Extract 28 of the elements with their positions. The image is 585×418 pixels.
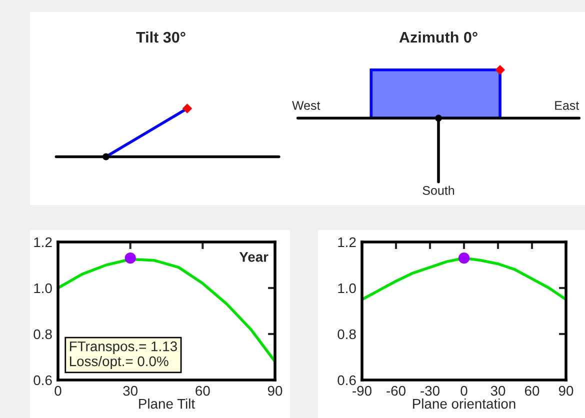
text: Tilt 30° (136, 31, 186, 43)
text: East (555, 101, 580, 110)
x-axis-title: Plane orientation (413, 398, 516, 409)
y-tick-label: 0.8 (34, 329, 52, 340)
y-tick-label: 1.0 (34, 283, 52, 294)
x-tick-label: 30 (123, 386, 138, 396)
annotation: Year (239, 252, 268, 262)
text: West (292, 101, 320, 110)
x-tick-label: 90 (268, 386, 282, 396)
y-tick-label: 1.2 (34, 237, 52, 248)
x-tick-label: 30 (490, 386, 506, 396)
x-tick-label: -60 (386, 386, 406, 396)
y-tick-label: 0.8 (338, 329, 356, 340)
y-tick-label: 1.0 (338, 283, 356, 294)
text: South (422, 186, 454, 195)
y-tick-label: 1.2 (338, 237, 356, 248)
x-tick-label: 60 (524, 386, 540, 396)
x-tick-label: 90 (558, 386, 574, 396)
y-tick-label: 0.6 (34, 375, 52, 386)
x-tick-label: -30 (420, 386, 440, 396)
x-tick-label: -90 (352, 386, 372, 396)
y-tick-label: 0.6 (338, 375, 356, 386)
text: Azimuth 0° (399, 31, 478, 43)
x-tick-label: 60 (196, 386, 210, 396)
x-tick-label: 0 (54, 386, 62, 396)
x-tick-label: 0 (460, 386, 468, 396)
annotation: FTranspos.= 1.13 Loss/opt.= 0.0% (70, 341, 177, 369)
x-axis-title: Plane Tilt (139, 398, 195, 409)
